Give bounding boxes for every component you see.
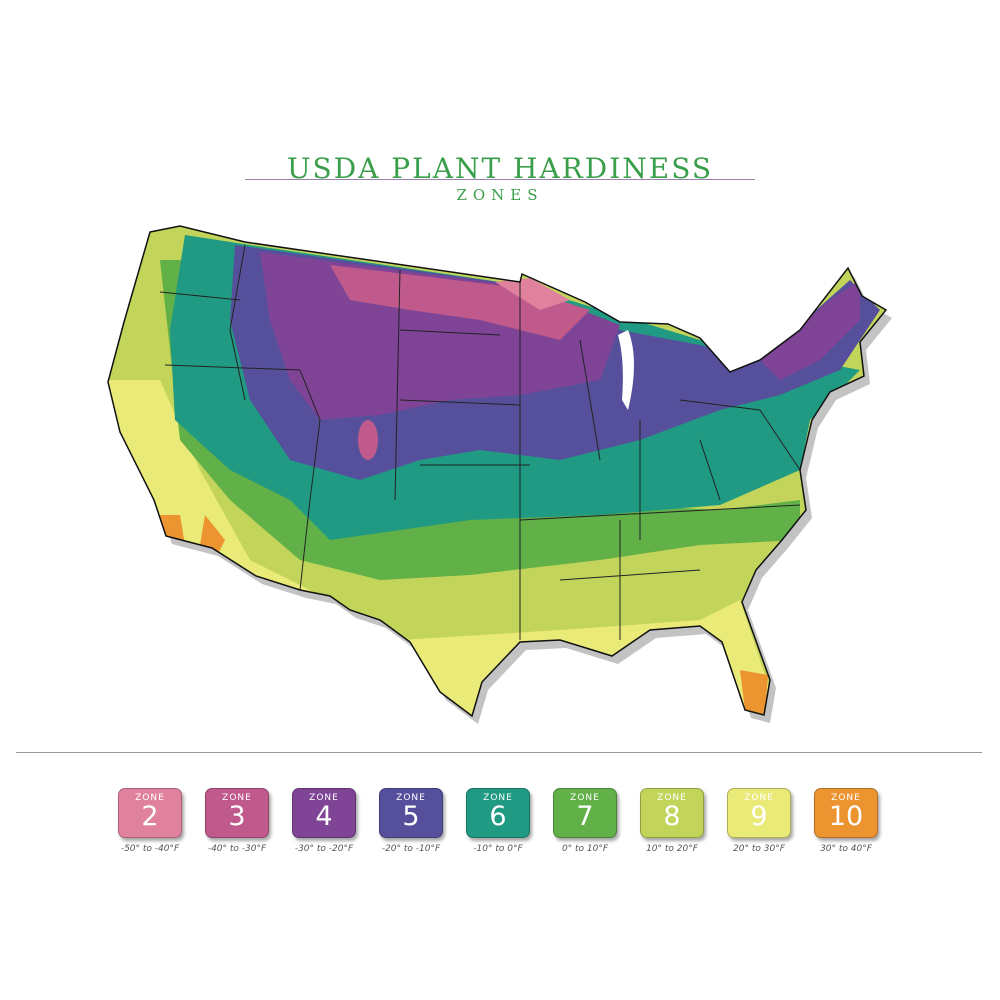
map-subtitle: ZONES [456,186,544,204]
zone-number: 8 [663,801,681,832]
state-borders [159,244,801,640]
legend-item-zone-6: ZONE 6 -10° to 0°F [466,788,530,854]
zone-swatch: ZONE 10 [814,788,878,838]
legend-item-zone-10: ZONE 10 30° to 40°F [814,788,878,854]
lake-michigan [618,330,634,410]
zone-3-region [330,265,590,340]
zone-range: -50° to -40°F [120,844,180,854]
legend-item-zone-4: ZONE 4 -30° to -20°F [292,788,356,854]
zone-range: -20° to -10°F [381,844,441,854]
zone-number: 9 [750,801,768,832]
zone-label: ZONE [657,793,687,803]
zone-swatch: ZONE 3 [205,788,269,838]
zone-number: 2 [141,801,159,832]
zone-swatch: ZONE 5 [379,788,443,838]
legend-item-zone-2: ZONE 2 -50° to -40°F [118,788,182,854]
zone-3-region-colorado [358,420,378,460]
zone-range: -10° to 0°F [473,844,523,854]
zone-range: -30° to -20°F [294,844,354,854]
zone-number: 4 [315,801,333,832]
zone-number: 5 [402,801,420,832]
zone-swatch: ZONE 7 [553,788,617,838]
zone-label: ZONE [483,793,513,803]
zone-label: ZONE [831,793,861,803]
zone-swatch: ZONE 2 [118,788,182,838]
legend-item-zone-9: ZONE 9 20° to 30°F [727,788,791,854]
legend-item-zone-8: ZONE 8 10° to 20°F [640,788,704,854]
legend-divider [16,752,982,753]
legend-item-zone-5: ZONE 5 -20° to -10°F [379,788,443,854]
legend-item-zone-7: ZONE 7 0° to 10°F [553,788,617,854]
zone-label: ZONE [222,793,252,803]
zone-range: 20° to 30°F [733,844,785,854]
zone-label: ZONE [135,793,165,803]
zone-swatch: ZONE 9 [727,788,791,838]
legend-item-zone-3: ZONE 3 -40° to -30°F [205,788,269,854]
zone-2-region [495,278,570,310]
zone-number: 6 [489,801,507,832]
zone-label: ZONE [396,793,426,803]
zone-label: ZONE [744,793,774,803]
zone-range: -40° to -30°F [207,844,267,854]
zone-number: 10 [828,801,864,832]
title-divider [245,179,755,180]
zone-4-region-ne [760,280,860,380]
zone-number: 7 [576,801,594,832]
zone-label: ZONE [309,793,339,803]
zone-swatch: ZONE 4 [292,788,356,838]
zone-range: 0° to 10°F [561,844,609,854]
zone-label: ZONE [570,793,600,803]
zone-range: 30° to 40°F [820,844,872,854]
zone-swatch: ZONE 8 [640,788,704,838]
zone-number: 3 [228,801,246,832]
zone-swatch: ZONE 6 [466,788,530,838]
zone-range: 10° to 20°F [646,844,698,854]
zone-legend: ZONE 2 -50° to -40°F ZONE 3 -40° to -30°F ZO… [118,788,878,854]
zone-10-region-fl [740,670,768,715]
